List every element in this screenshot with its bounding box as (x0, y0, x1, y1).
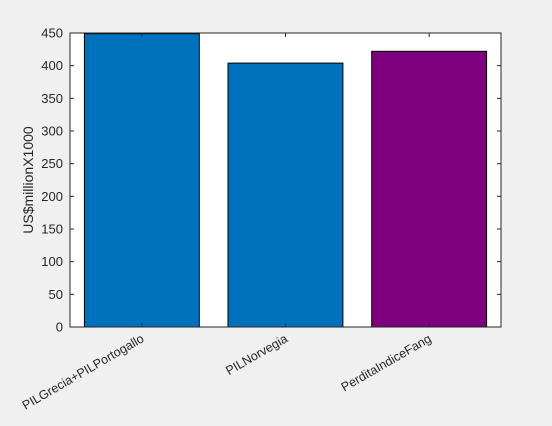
y-axis-label: US$millionX1000 (20, 126, 36, 234)
y-tick-label: 150 (41, 222, 63, 237)
bar-1 (83, 33, 200, 328)
bar-3 (371, 50, 488, 328)
y-tick-label: 250 (41, 156, 63, 171)
y-tick-label: 350 (41, 91, 63, 106)
y-tick-label: 400 (41, 58, 63, 73)
y-tick-label: 200 (41, 189, 63, 204)
x-tick-label: PerditaIndiceFang (339, 331, 434, 394)
y-tick-label: 50 (49, 287, 63, 302)
y-tick-label: 0 (56, 320, 63, 335)
y-axis-ticks: 0 50 100 150 200 250 300 350 400 450 (41, 26, 501, 335)
bar-2 (227, 62, 344, 328)
x-tick-label: PILGrecia+PILPortogallo (20, 331, 146, 412)
bars-group (83, 33, 488, 328)
y-tick-label: 100 (41, 254, 63, 269)
y-tick-label: 300 (41, 124, 63, 139)
axes-box (69, 32, 502, 328)
x-tick-label: PILNorvegia (223, 331, 290, 378)
y-tick-label: 450 (41, 26, 63, 41)
